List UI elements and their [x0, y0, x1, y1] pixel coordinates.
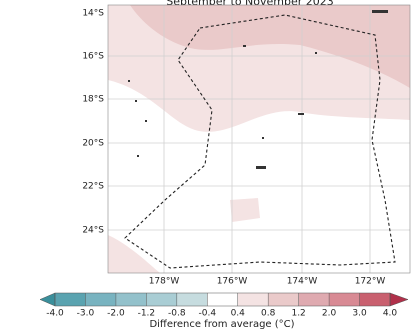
colorbar-segment	[298, 293, 330, 306]
colorbar-segment	[207, 293, 238, 306]
colorbar-segment	[55, 293, 86, 306]
colorbar-tick-label: -0.8	[168, 309, 186, 319]
colorbar-tick-label: -2.0	[107, 309, 125, 319]
map-area	[107, 4, 411, 274]
colorbar-tick-label: 3.0	[352, 309, 367, 319]
colorbar-segment	[237, 293, 269, 306]
colorbar-tick-label: -0.4	[198, 309, 216, 319]
graticule	[108, 5, 410, 273]
anomaly-patch	[108, 235, 160, 273]
colorbar-tick-label: 2.0	[322, 309, 337, 319]
colorbar-segment	[115, 293, 147, 306]
colorbar: -4.0 -3.0 -2.0 -1.2 -0.8 -0.4 0.4 0.8 1.2 2.0 3.0 4…	[39, 292, 409, 319]
colorbar-tick-label: 4.0	[383, 309, 398, 319]
lat-label: 16°S	[82, 52, 104, 62]
lon-label: 176°W	[217, 277, 248, 287]
colorbar-tick-label: -1.2	[138, 309, 156, 319]
lat-label: 14°S	[82, 9, 104, 19]
eez-boundary	[124, 14, 396, 269]
map-frame	[107, 4, 411, 274]
colorbar-segment	[329, 293, 360, 306]
lat-label: 22°S	[82, 182, 104, 192]
lon-label: 178°W	[149, 277, 180, 287]
colorbar-segment	[359, 293, 390, 306]
colorbar-label: Difference from average (°C)	[149, 319, 294, 330]
lat-labels: 14°S 16°S 18°S 20°S 22°S 24°S	[82, 9, 104, 236]
colorbar-segment	[268, 293, 299, 306]
anomaly-region-mid	[130, 5, 410, 88]
colorbar-segment	[85, 293, 116, 306]
anomaly-patch	[230, 198, 260, 222]
map-title: September to November 2023	[166, 0, 334, 8]
colorbar-tick-label: -4.0	[46, 309, 64, 319]
lon-label: 174°W	[287, 277, 318, 287]
lon-labels: 178°W 176°W 174°W 172°W	[149, 277, 386, 287]
colorbar-tick-label: 1.2	[291, 309, 305, 319]
lat-label: 20°S	[82, 139, 104, 149]
islands	[128, 10, 388, 169]
colorbar-segment	[176, 293, 208, 306]
colorbar-tick-label: 0.8	[261, 309, 276, 319]
lat-label: 18°S	[82, 95, 104, 105]
colorbar-over	[389, 292, 409, 307]
lat-label: 24°S	[82, 226, 104, 236]
colorbar-tick-label: -3.0	[77, 309, 95, 319]
colorbar-tick-label: 0.4	[231, 309, 246, 319]
lon-label: 172°W	[355, 277, 386, 287]
colorbar-under	[39, 292, 56, 307]
colorbar-segment	[146, 293, 177, 306]
